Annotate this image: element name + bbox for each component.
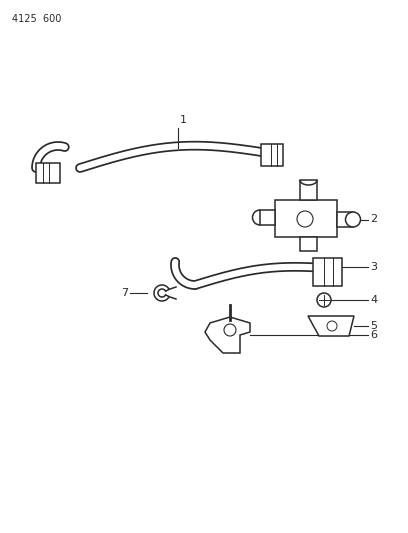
Text: 2: 2 [370, 214, 377, 224]
Polygon shape [337, 212, 353, 227]
Polygon shape [154, 285, 169, 301]
Polygon shape [300, 237, 317, 251]
Text: 5: 5 [370, 321, 377, 331]
Text: 7: 7 [121, 288, 128, 298]
Circle shape [327, 321, 337, 331]
Text: 4125  600: 4125 600 [12, 14, 61, 24]
Circle shape [317, 293, 331, 307]
Polygon shape [313, 258, 342, 286]
Text: 6: 6 [370, 330, 377, 340]
Text: 4: 4 [370, 295, 377, 305]
Polygon shape [308, 316, 354, 336]
Polygon shape [275, 200, 337, 237]
Circle shape [224, 324, 236, 336]
Polygon shape [205, 317, 250, 353]
Polygon shape [261, 144, 283, 166]
Polygon shape [36, 163, 60, 183]
Text: 1: 1 [180, 115, 187, 125]
Circle shape [346, 212, 361, 227]
Polygon shape [300, 180, 317, 200]
Polygon shape [260, 210, 275, 225]
Text: 3: 3 [370, 262, 377, 272]
